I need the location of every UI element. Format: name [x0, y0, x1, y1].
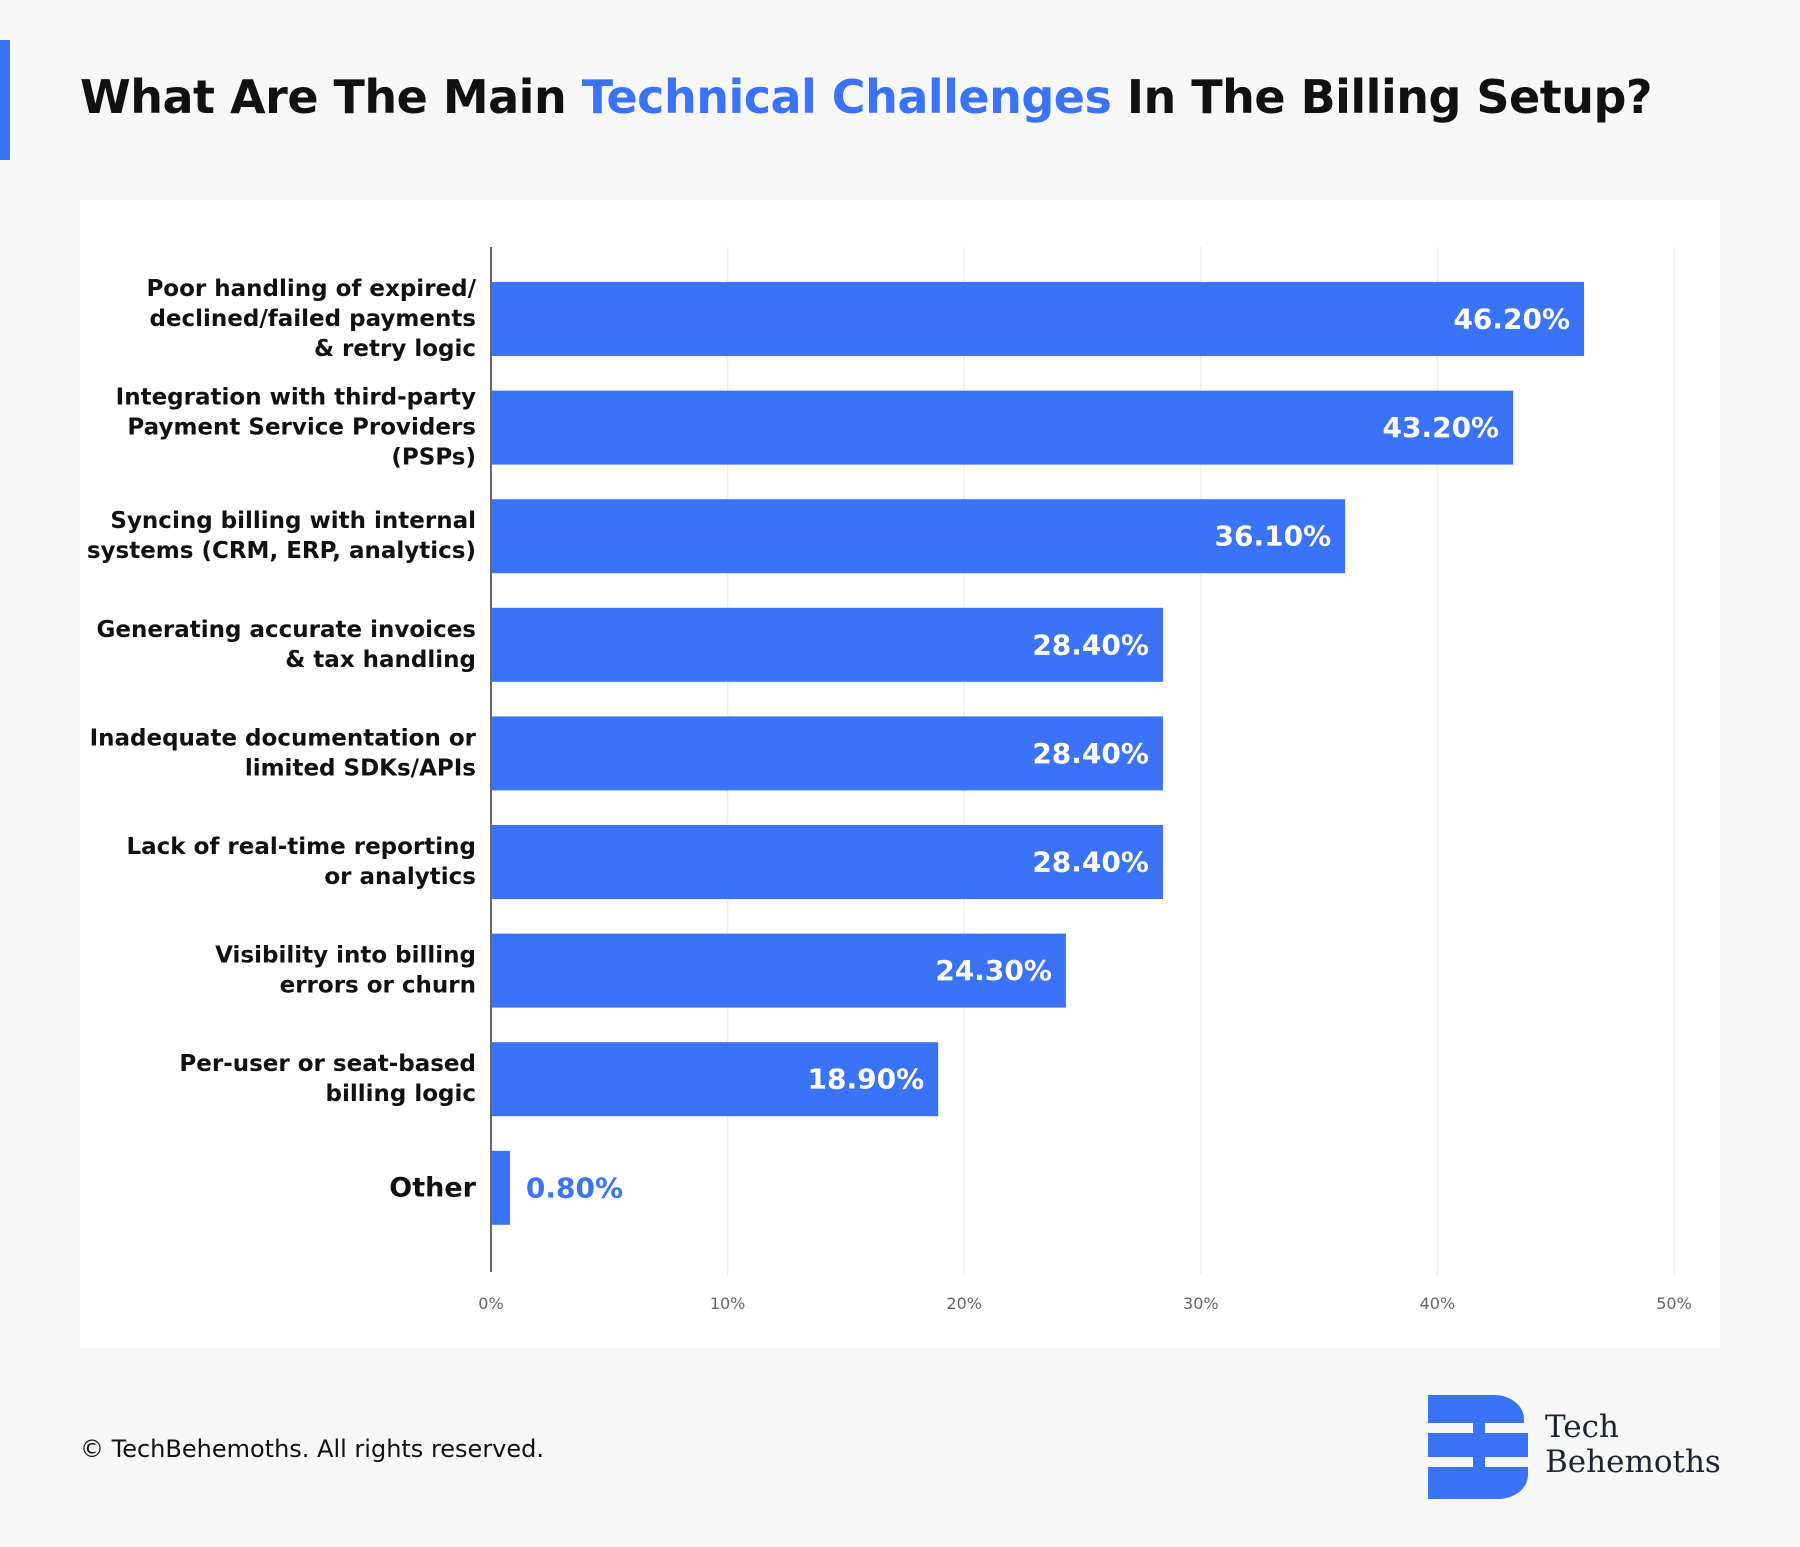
accent-bar	[0, 40, 10, 160]
bar-value-label: 28.40%	[1032, 628, 1149, 661]
x-tick-label: 20%	[946, 1294, 982, 1313]
category-label: Syncing billing with internal	[110, 508, 476, 534]
category-label: (PSPs)	[391, 445, 476, 471]
bar-value-label: 43.20%	[1382, 411, 1499, 444]
bar-value-label: 28.40%	[1032, 737, 1149, 770]
category-label: & tax handling	[285, 647, 476, 673]
title-part-2: In The Billing Setup?	[1111, 70, 1653, 124]
bar-value-label: 36.10%	[1215, 520, 1332, 553]
bar	[491, 607, 1163, 682]
category-label: Inadequate documentation or	[90, 725, 477, 751]
category-label: Payment Service Providers	[127, 415, 476, 441]
category-label: limited SDKs/APIs	[245, 755, 476, 781]
category-label: Generating accurate invoices	[96, 617, 476, 643]
category-label: Visibility into billing	[215, 943, 476, 969]
bar	[491, 1150, 510, 1225]
title-highlight: Technical Challenges	[581, 70, 1112, 124]
bar-value-label: 46.20%	[1453, 303, 1570, 336]
category-label: Lack of real-time reporting	[126, 834, 476, 860]
category-label: Per-user or seat-based	[179, 1051, 476, 1077]
bar	[491, 716, 1163, 791]
category-label: Poor handling of expired/	[146, 276, 476, 302]
category-label: & retry logic	[314, 336, 476, 362]
x-tick-label: 30%	[1183, 1294, 1219, 1313]
brand-line-1: Tech	[1545, 1409, 1619, 1445]
category-label: Integration with third-party	[116, 385, 476, 411]
copyright-text: © TechBehemoths. All rights reserved.	[80, 1435, 545, 1463]
x-tick-label: 50%	[1656, 1294, 1692, 1313]
bar	[491, 825, 1163, 899]
bar	[491, 499, 1346, 574]
bar	[491, 933, 1066, 1008]
x-tick-label: 40%	[1420, 1294, 1456, 1313]
brand-line-2: Behemoths	[1545, 1444, 1721, 1480]
bar-chart: 0% 10% 20% 30% 40% 50% 46.20% Poor handling of …	[87, 247, 1692, 1313]
bar-value-label: 0.80%	[526, 1171, 623, 1204]
page-title: What Are The Main Technical Challenges I…	[80, 70, 1653, 124]
category-label: systems (CRM, ERP, analytics)	[87, 538, 476, 564]
category-label: errors or churn	[280, 973, 476, 999]
bar	[491, 282, 1585, 356]
category-label: or analytics	[324, 864, 476, 890]
category-label: declined/failed payments	[149, 306, 476, 332]
title-part-1: What Are The Main	[80, 70, 582, 124]
category-label: Other	[389, 1172, 476, 1203]
x-tick-label: 0%	[478, 1294, 503, 1313]
bar-value-label: 24.30%	[935, 954, 1052, 987]
bar-value-label: 18.90%	[808, 1063, 925, 1096]
bar	[491, 1042, 939, 1117]
chart-panel: 0% 10% 20% 30% 40% 50% 46.20% Poor handling of …	[80, 200, 1720, 1348]
x-tick-label: 10%	[710, 1294, 746, 1313]
bar	[491, 390, 1514, 465]
techbehemoths-logo-icon	[1428, 1395, 1528, 1499]
brand-name: Tech Behemoths	[1545, 1410, 1721, 1480]
category-label: billing logic	[325, 1081, 476, 1107]
bar-value-label: 28.40%	[1032, 846, 1149, 879]
